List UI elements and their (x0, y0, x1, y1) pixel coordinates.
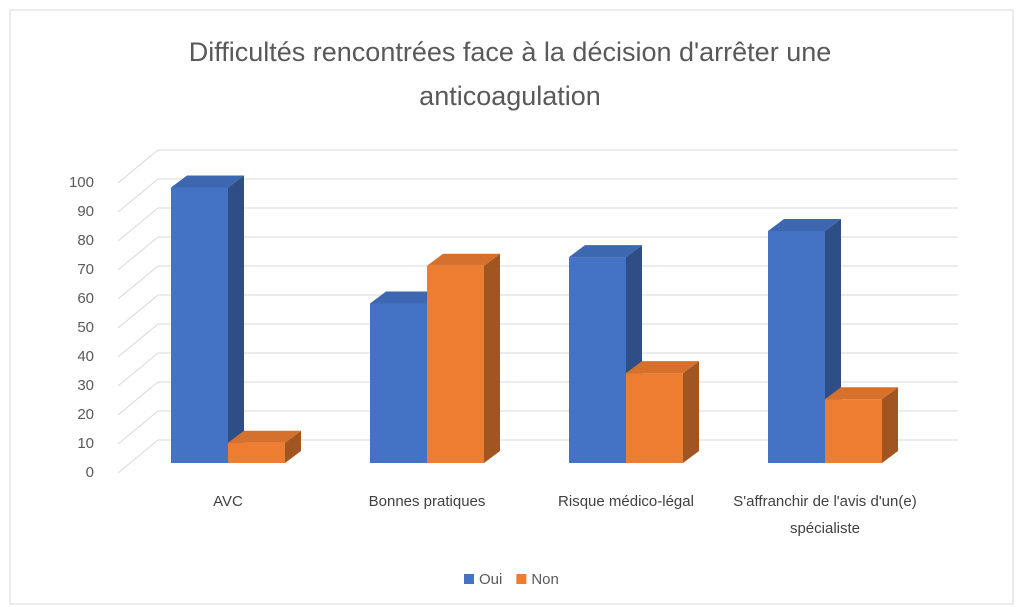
y-tick-label: 80 (77, 232, 94, 249)
grid-line (117, 352, 958, 387)
grid-line (117, 236, 958, 271)
bar-top (825, 387, 898, 400)
y-tick-label: 10 (77, 435, 94, 452)
bar-front (228, 442, 285, 463)
grid-line (117, 265, 958, 300)
bar (228, 430, 301, 463)
bar-front (569, 257, 626, 463)
bar-top (370, 291, 443, 304)
grid-line (117, 149, 958, 184)
legend-label: Non (531, 571, 559, 588)
bar-side (882, 387, 898, 463)
bar-side (484, 253, 500, 463)
grid-line (117, 178, 958, 213)
grid-line (117, 323, 958, 358)
y-tick-label: 60 (77, 290, 94, 307)
bar-side (285, 430, 301, 463)
grid-line (117, 207, 958, 242)
x-tick-label: AVC (213, 493, 243, 510)
y-tick-label: 100 (69, 174, 94, 191)
bar-top (427, 253, 500, 266)
y-tick-label: 0 (86, 464, 94, 481)
bar (171, 175, 244, 463)
x-tick-label: S'affranchir de l'avis d'un(e) spécialis… (733, 493, 917, 537)
legend-swatch (464, 574, 474, 584)
x-tick-label: Risque médico-légal (558, 493, 694, 510)
legend-label: Oui (479, 571, 502, 588)
bar-front (427, 265, 484, 463)
bar-top (569, 245, 642, 258)
bar-side (683, 361, 699, 463)
bar (768, 219, 841, 463)
bar-side (228, 175, 244, 463)
bar (825, 387, 898, 463)
y-tick-label: 20 (77, 406, 94, 423)
y-tick-label: 30 (77, 377, 94, 394)
bar (626, 361, 699, 463)
bar-front (370, 303, 427, 463)
x-tick-label: Bonnes pratiques (368, 493, 486, 510)
y-tick-label: 70 (77, 261, 94, 278)
y-tick-label: 40 (77, 348, 94, 365)
bar-front (626, 373, 683, 463)
bar-front (768, 231, 825, 463)
bar (427, 253, 500, 463)
bar-top (626, 361, 699, 374)
bar (569, 245, 642, 463)
bar-top (768, 219, 841, 231)
y-tick-label: 90 (77, 203, 94, 220)
bar-front (171, 187, 228, 463)
bar-top (171, 175, 244, 188)
chart-title: Difficultés rencontrées face à la décisi… (188, 37, 832, 111)
grid-line (117, 294, 958, 329)
legend-swatch (516, 574, 527, 584)
y-tick-label: 50 (77, 319, 94, 336)
bar-top (228, 430, 301, 443)
bar-front (825, 399, 882, 463)
